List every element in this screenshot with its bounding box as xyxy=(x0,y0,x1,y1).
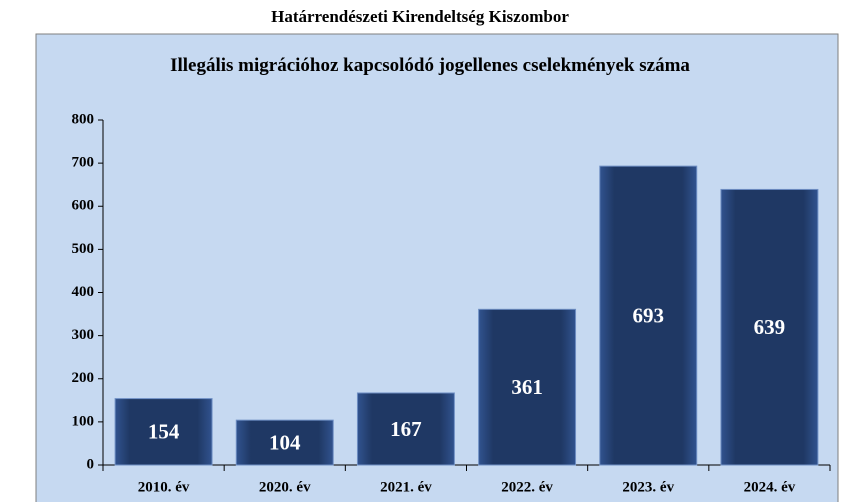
y-tick-label: 500 xyxy=(72,241,95,257)
bar xyxy=(478,308,577,466)
x-tick-label: 2022. év xyxy=(501,479,553,495)
bar xyxy=(720,188,819,466)
y-tick-label: 300 xyxy=(72,327,95,343)
y-tick-label: 100 xyxy=(72,413,95,429)
data-label: 167 xyxy=(390,417,422,441)
data-label: 361 xyxy=(511,375,543,399)
y-tick-label: 600 xyxy=(72,198,95,214)
y-tick-label: 200 xyxy=(72,370,95,386)
bar xyxy=(114,398,213,466)
data-label: 154 xyxy=(148,420,180,444)
data-label: 693 xyxy=(633,303,665,327)
chart-subtitle: Illegális migrációhoz kapcsolódó jogelle… xyxy=(170,55,690,76)
bar xyxy=(235,419,334,466)
data-label: 104 xyxy=(269,430,301,454)
y-tick-label: 800 xyxy=(72,111,95,127)
x-tick-label: 2020. év xyxy=(259,479,311,495)
bar xyxy=(599,165,698,466)
y-tick-label: 0 xyxy=(87,456,95,472)
x-tick-label: 2023. év xyxy=(622,479,674,495)
y-tick-label: 700 xyxy=(72,155,95,171)
data-label: 639 xyxy=(754,315,786,339)
bar xyxy=(356,392,455,466)
chart-title: Határrendészeti Kirendeltség Kiszombor xyxy=(271,7,569,26)
x-tick-label: 2024. év xyxy=(744,479,796,495)
x-tick-label: 2021. év xyxy=(380,479,432,495)
x-tick-label: 2010. év xyxy=(138,479,190,495)
y-tick-label: 400 xyxy=(72,284,95,300)
